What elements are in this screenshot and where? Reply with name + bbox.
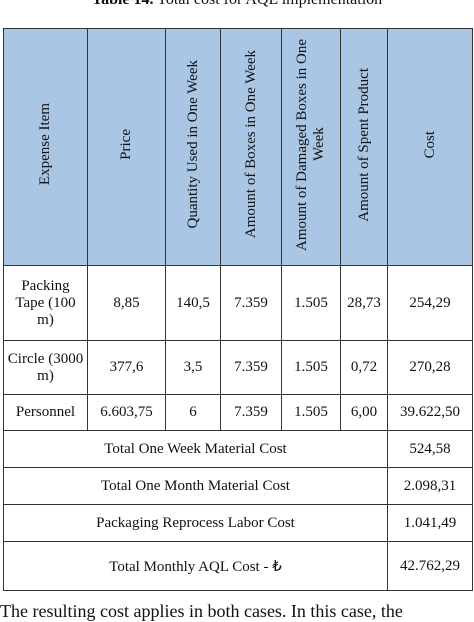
column-header-text: Expense Item [37,103,53,186]
total-label: Packaging Reprocess Labor Cost [3,504,388,542]
table-cell: 7.359 [220,265,282,341]
column-header-text: Amount of Spent Product [355,67,372,222]
total-value: 42.762,29 [387,541,473,591]
header-row: Expense Item Price Quantity Used in One We… [3,28,473,266]
table-cell: 254,29 [387,265,473,341]
table-cell: 270,28 [387,340,473,395]
table-cell: 7.359 [220,340,282,395]
column-header-text: Quantity Used in One Week [184,60,201,229]
column-header: Quantity Used in One Week [165,28,221,266]
column-header: Expense Item [3,28,88,266]
column-header: Cost [387,28,473,266]
table-cell: 1.505 [281,340,341,395]
table-label: Table 14. [92,0,154,8]
column-header: Amount of Boxes in One Week [220,28,282,266]
total-row: Total Monthly AQL Cost - ₺ 42.762,29 [3,541,473,591]
table-row: Packing Tape (100 m) 8,85 140,5 7.359 1.505 2… [3,265,473,341]
table-cell: 6 [165,394,221,431]
table-cell: Circle (3000 m) [3,340,88,395]
table-cell: 1.505 [281,265,341,341]
table-row: Personnel 6.603,75 6 7.359 1.505 6,00 39.622,5… [3,394,473,431]
total-label: Total Monthly AQL Cost - ₺ [3,541,388,591]
table-cell: Packing Tape (100 m) [3,265,88,341]
table-cell: 377,6 [87,340,166,395]
column-header: Price [87,28,166,266]
table-cell: 6.603,75 [87,394,166,431]
table-cell: 28,73 [340,265,388,341]
table-title: Table 14. Total cost for AQL implementat… [0,0,474,9]
table-cell: 1.505 [281,394,341,431]
total-row: Total One Month Material Cost 2.098,31 [3,467,473,505]
total-row: Total One Week Material Cost 524,58 [3,430,473,468]
column-header: Amount of Damaged Boxes in One Week [281,28,341,266]
cost-table: Expense Item Price Quantity Used in One We… [3,28,473,591]
total-row: Packaging Reprocess Labor Cost 1.041,49 [3,504,473,542]
column-header-text: Cost [421,130,438,159]
total-value: 524,58 [387,430,473,468]
total-label: Total One Month Material Cost [3,467,388,505]
total-value: 1.041,49 [387,504,473,542]
table-cell: 8,85 [87,265,166,341]
table-row: Circle (3000 m) 377,6 3,5 7.359 1.505 0,72 270… [3,340,473,395]
column-header-text: Price [118,129,134,160]
table-cell: 0,72 [340,340,388,395]
table-cell: 39.622,50 [387,394,473,431]
total-label: Total One Week Material Cost [3,430,388,468]
table-cell: 6,00 [340,394,388,431]
table-cell: 140,5 [165,265,221,341]
table-caption: Total cost for AQL implementation [157,0,382,8]
column-header: Amount of Spent Product [340,28,388,266]
total-value: 2.098,31 [387,467,473,505]
table-cell: 3,5 [165,340,221,395]
body-text: The resulting cost applies in both cases… [0,601,403,621]
column-header-text: Amount of Damaged Boxes in One Week [294,38,327,251]
table-cell: Personnel [3,394,88,431]
table-cell: 7.359 [220,394,282,431]
column-header-text: Amount of Boxes in One Week [242,50,259,239]
